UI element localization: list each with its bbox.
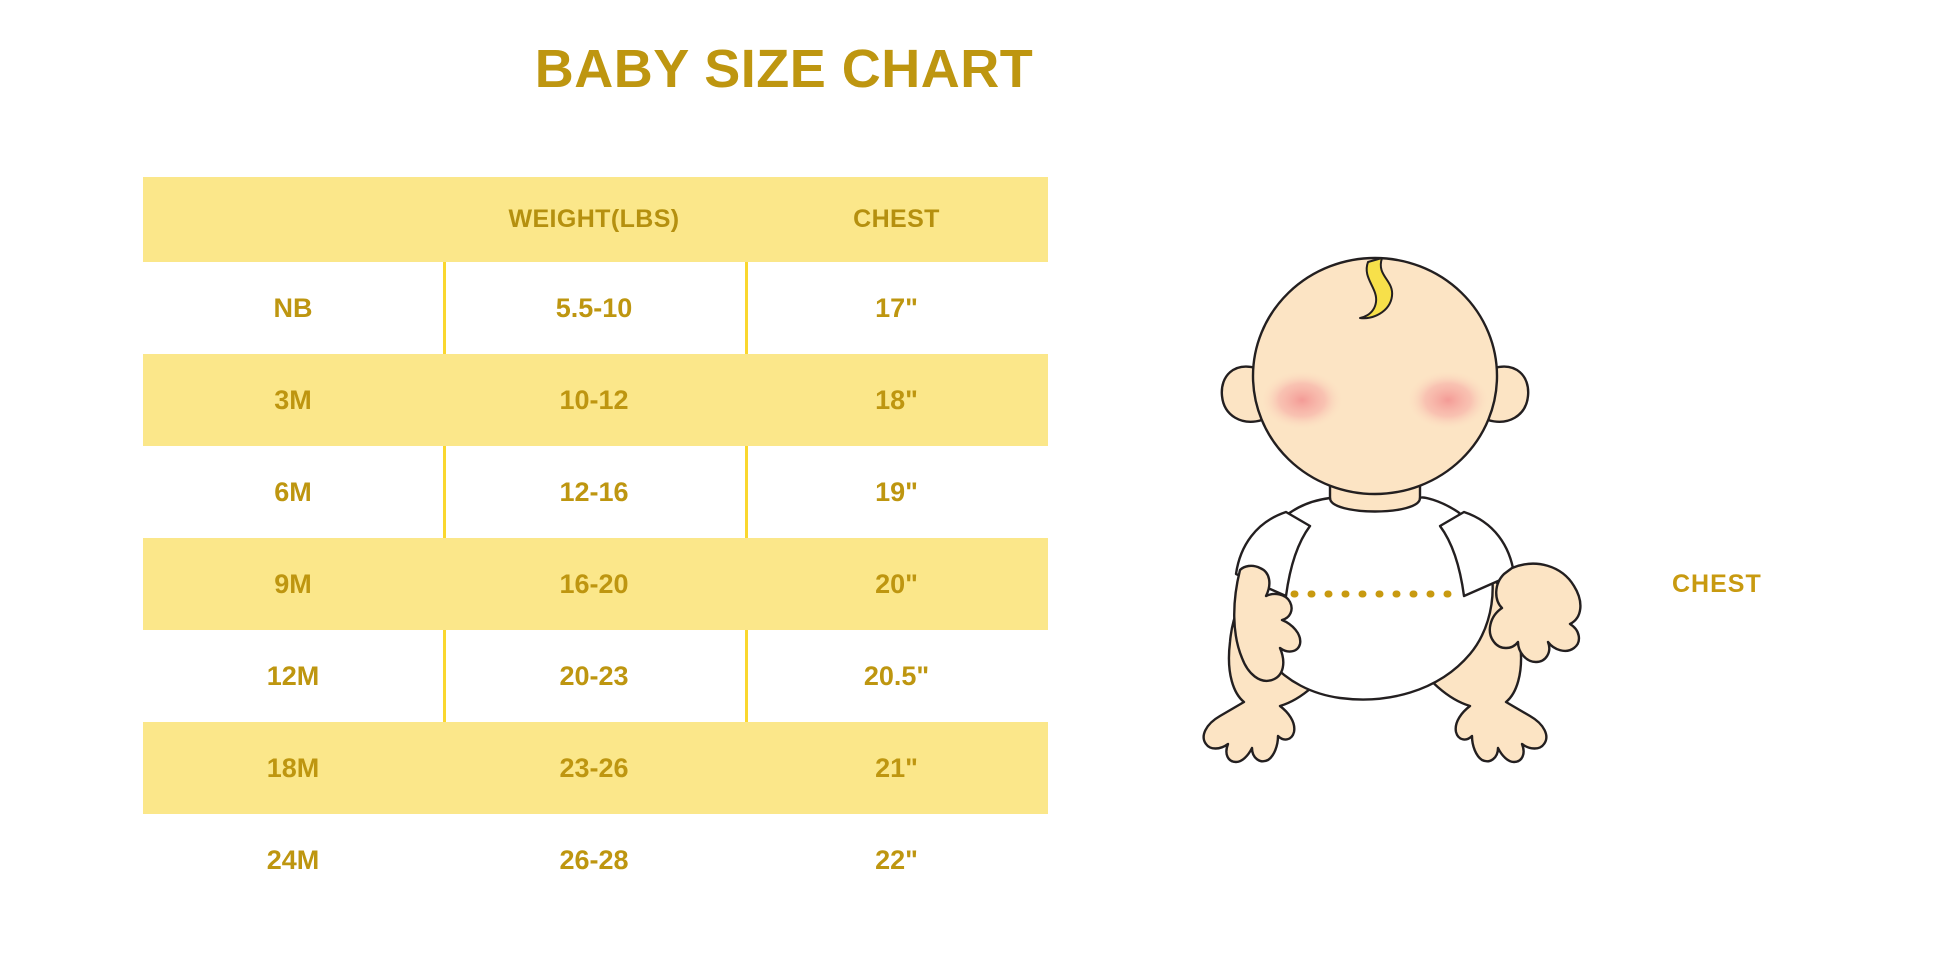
- cell-chest: 19": [875, 476, 918, 507]
- table-row[interactable]: 12M 20-23 20.5": [143, 630, 1048, 722]
- table-row[interactable]: 18M 23-26 21": [143, 722, 1048, 814]
- cell-weight: 20-23: [559, 660, 629, 691]
- baby-right-sleeve: [1438, 510, 1516, 598]
- cell-size: 24M: [266, 844, 320, 875]
- size-chart-table: WEIGHT(LBS) CHEST NB 5.5-10 17" 3M 10-12…: [143, 177, 1048, 906]
- table-row[interactable]: 9M 16-20 20": [143, 538, 1048, 630]
- column-header-weight: WEIGHT(LBS): [508, 205, 680, 233]
- column-header-chest: CHEST: [853, 205, 940, 233]
- baby-right-blush: [1406, 370, 1490, 430]
- cell-weight: 23-26: [559, 752, 629, 783]
- cell-chest: 18": [875, 384, 918, 415]
- cell-chest: 20.5": [863, 660, 930, 691]
- baby-hair-tuft: [1359, 257, 1394, 320]
- cell-chest: 22": [875, 844, 918, 875]
- table-header-row: WEIGHT(LBS) CHEST: [143, 177, 1048, 262]
- cell-weight: 12-16: [559, 476, 629, 507]
- table-row[interactable]: 3M 10-12 18": [143, 354, 1048, 446]
- cell-weight: 26-28: [559, 844, 629, 875]
- cell-size: NB: [273, 292, 313, 323]
- table-row[interactable]: 6M 12-16 19": [143, 446, 1048, 538]
- cell-size: 12M: [266, 660, 320, 691]
- cell-size: 9M: [274, 568, 312, 599]
- table-row[interactable]: 24M 26-28 22": [143, 814, 1048, 906]
- cell-size: 6M: [274, 476, 312, 507]
- cell-weight: 5.5-10: [555, 292, 633, 323]
- table-row[interactable]: NB 5.5-10 17": [143, 262, 1048, 354]
- cell-chest: 20": [875, 568, 918, 599]
- baby-right-arm: [1488, 562, 1582, 664]
- baby-illustration: [1190, 250, 1690, 810]
- cell-size: 3M: [274, 384, 312, 415]
- cell-chest: 21": [875, 752, 918, 783]
- chest-measure-label: CHEST: [1672, 570, 1762, 598]
- cell-size: 18M: [266, 752, 320, 783]
- cell-weight: 10-12: [559, 384, 629, 415]
- column-divider-2: [745, 177, 748, 735]
- cell-weight: 16-20: [559, 568, 629, 599]
- cell-chest: 17": [875, 292, 918, 323]
- column-divider-1: [443, 177, 446, 735]
- page-title: BABY SIZE CHART: [534, 39, 1034, 99]
- baby-head: [1251, 256, 1499, 496]
- baby-left-arm: [1233, 564, 1302, 683]
- baby-left-blush: [1260, 370, 1344, 430]
